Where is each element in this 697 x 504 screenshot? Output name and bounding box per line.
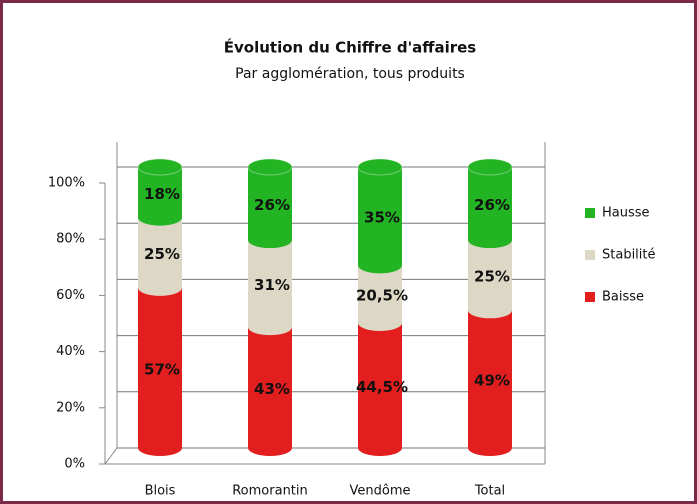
- value-label: 18%: [144, 185, 180, 203]
- legend-label: Stabilité: [602, 248, 656, 263]
- bar-segment: [467, 158, 513, 249]
- chart-title: Évolution du Chiffre d'affaires: [224, 38, 477, 57]
- cylinder-top: [137, 158, 183, 176]
- value-label: 20,5%: [356, 287, 408, 305]
- cylinder-body: [468, 310, 512, 448]
- value-label: 25%: [144, 245, 180, 263]
- cylinder-top: [357, 158, 403, 176]
- cylinder-body: [248, 240, 292, 328]
- cylinder-bottom: [468, 232, 512, 249]
- y-tick-label: 0%: [64, 457, 85, 472]
- cylinder-bottom: [358, 314, 402, 331]
- y-tick-label: 100%: [48, 176, 85, 191]
- cylinder-top: [467, 158, 513, 176]
- legend-label: Hausse: [602, 206, 650, 221]
- cylinder-bottom: [468, 440, 512, 456]
- x-tick-label: Blois: [145, 484, 176, 499]
- value-label: 44,5%: [356, 378, 408, 396]
- y-tick-label: 40%: [56, 344, 85, 359]
- bar-segment: [247, 158, 293, 249]
- x-tick-label: Romorantin: [232, 484, 308, 499]
- bar-segment: [357, 158, 403, 274]
- y-tick-label: 60%: [56, 288, 85, 303]
- bar-segment: [468, 310, 512, 456]
- value-label: 35%: [364, 209, 400, 227]
- value-label: 26%: [474, 196, 510, 214]
- cylinder-bottom: [138, 279, 182, 296]
- cylinder-bottom: [468, 302, 512, 319]
- cylinder-body: [138, 217, 182, 288]
- cylinder-body: [138, 167, 182, 218]
- value-label: 31%: [254, 276, 290, 294]
- bar-segment: [358, 322, 402, 456]
- cylinder-bottom: [358, 440, 402, 456]
- bar-segment: [248, 327, 292, 456]
- bar-segment: [248, 240, 292, 336]
- cylinder-body: [248, 167, 292, 241]
- y-tick-label: 80%: [56, 232, 85, 247]
- cylinder-bottom: [138, 209, 182, 226]
- cylinder-body: [358, 322, 402, 448]
- cylinder-bottom: [248, 319, 292, 336]
- value-label: 57%: [144, 360, 180, 378]
- bar-segment: [138, 287, 182, 456]
- cylinder-bottom: [358, 257, 402, 274]
- cylinder-body: [358, 167, 402, 266]
- value-label: 43%: [254, 380, 290, 398]
- cylinder-top: [247, 158, 293, 176]
- chart-subtitle: Par agglomération, tous produits: [235, 66, 465, 82]
- cylinder-bottom: [248, 440, 292, 456]
- y-tick-label: 20%: [56, 400, 85, 415]
- bar-segment: [468, 240, 512, 319]
- legend-label: Baisse: [602, 290, 644, 305]
- legend-swatch: [585, 250, 595, 260]
- value-label: 49%: [474, 372, 510, 390]
- cylinder-bottom: [138, 440, 182, 456]
- legend-swatch: [585, 292, 595, 302]
- cylinder-body: [468, 167, 512, 241]
- cylinder-body: [138, 287, 182, 448]
- value-label: 26%: [254, 196, 290, 214]
- bar-segment: [138, 217, 182, 296]
- legend-swatch: [585, 208, 595, 218]
- bar-segment: [137, 158, 183, 226]
- cylinder-bottom: [248, 232, 292, 249]
- cylinder-body: [358, 265, 402, 323]
- x-tick-label: Total: [474, 484, 505, 499]
- cylinder-body: [248, 327, 292, 448]
- cylinder-body: [468, 240, 512, 311]
- value-label: 25%: [474, 268, 510, 286]
- bar-segment: [358, 265, 402, 331]
- floor-line: [104, 447, 118, 465]
- x-tick-label: Vendôme: [350, 484, 411, 499]
